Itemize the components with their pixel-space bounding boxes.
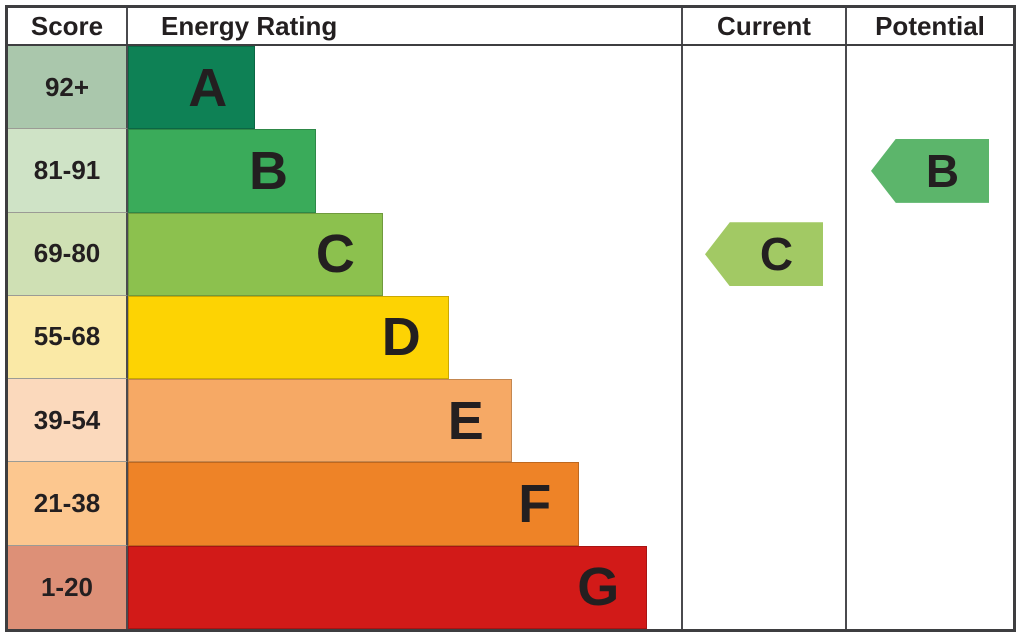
band-letter-d: D (381, 307, 421, 368)
band-row-a: 92+ A (8, 46, 1013, 130)
band-letter-c: C (315, 224, 355, 285)
potential-rating-arrow: B (871, 138, 989, 203)
current-cell-b (681, 129, 845, 213)
score-range-g: 1-20 (8, 545, 128, 629)
rating-cell-a: A (128, 46, 681, 130)
score-header: Score (8, 8, 128, 44)
rating-cell-d: D (128, 295, 681, 380)
band-bar-a: A (128, 46, 256, 130)
band-row-g: 1-20 G (8, 545, 1013, 629)
band-bar-d: D (128, 295, 449, 380)
potential-cell-b: B (845, 129, 1013, 213)
current-cell-e (681, 379, 845, 463)
band-row-e: 39-54 E (8, 379, 1013, 463)
potential-grade-letter: B (925, 144, 960, 197)
band-letter-b: B (249, 140, 289, 201)
current-cell-c: C (681, 212, 845, 296)
band-letter-a: A (188, 57, 228, 118)
current-rating-arrow: C (705, 222, 823, 287)
score-range-f: 21-38 (8, 462, 128, 546)
band-bar-f: F (128, 462, 580, 546)
potential-cell-c (845, 212, 1013, 296)
current-cell-f (681, 462, 845, 546)
score-range-a: 92+ (8, 46, 128, 130)
band-letter-e: E (447, 390, 484, 451)
chart-frame: Score Energy Rating Current Potential 92… (5, 5, 1016, 632)
band-letter-g: G (577, 557, 620, 618)
potential-cell-a (845, 46, 1013, 130)
band-bar-c: C (128, 212, 383, 296)
energy-rating-header: Energy Rating (161, 10, 338, 41)
rating-cell-f: F (128, 462, 681, 546)
current-cell-d (681, 295, 845, 380)
rating-cell-b: B (128, 129, 681, 213)
score-range-c: 69-80 (8, 212, 128, 296)
rating-cell-e: E (128, 379, 681, 463)
current-cell-a (681, 46, 845, 130)
band-bar-e: E (128, 379, 512, 463)
rating-cell-c: C (128, 212, 681, 296)
current-grade-letter: C (759, 228, 794, 281)
score-range-b: 81-91 (8, 129, 128, 213)
current-cell-g (681, 545, 845, 629)
potential-cell-d (845, 295, 1013, 380)
potential-cell-e (845, 379, 1013, 463)
potential-cell-f (845, 462, 1013, 546)
potential-cell-g (845, 545, 1013, 629)
band-bar-b: B (128, 129, 317, 213)
rating-cell-g: G (128, 545, 681, 629)
band-row-f: 21-38 F (8, 462, 1013, 546)
score-range-d: 55-68 (8, 295, 128, 380)
band-row-b: 81-91 B B (8, 129, 1013, 213)
band-bar-g: G (128, 545, 648, 629)
band-letter-f: F (518, 474, 552, 535)
band-row-d: 55-68 D (8, 295, 1013, 380)
potential-header: Potential (845, 8, 1013, 44)
band-row-c: 69-80 C C (8, 212, 1013, 296)
current-header: Current (681, 8, 845, 44)
header-row: Score Energy Rating Current Potential (8, 8, 1013, 46)
score-range-e: 39-54 (8, 379, 128, 463)
